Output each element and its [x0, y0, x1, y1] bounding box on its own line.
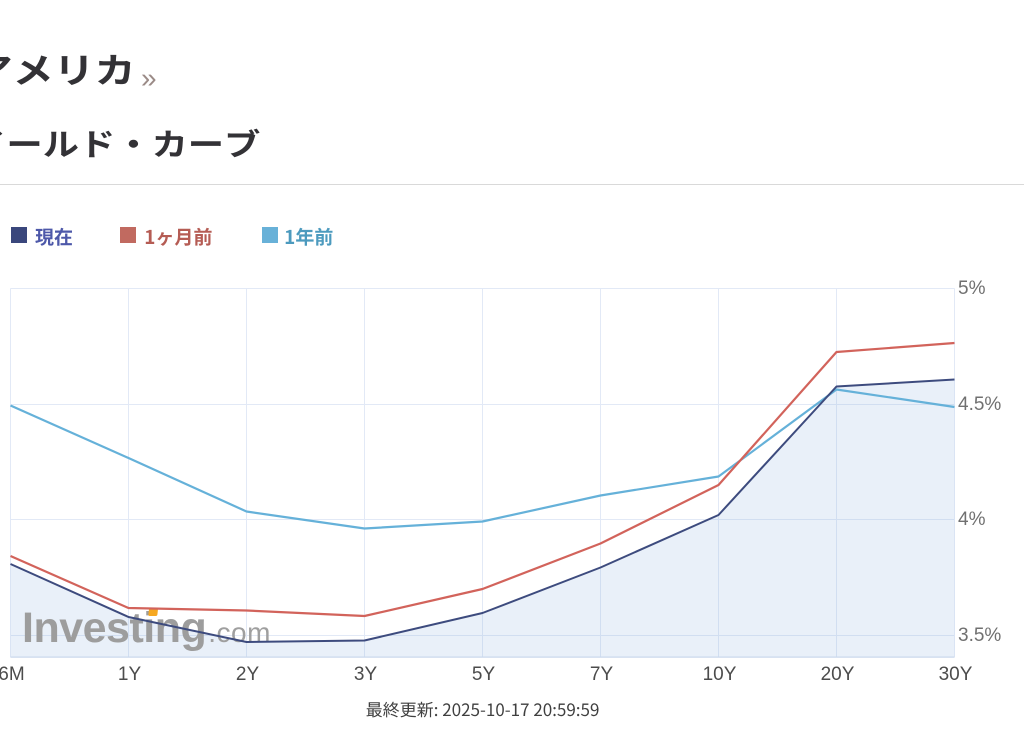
svg-text:»: » [141, 63, 157, 94]
